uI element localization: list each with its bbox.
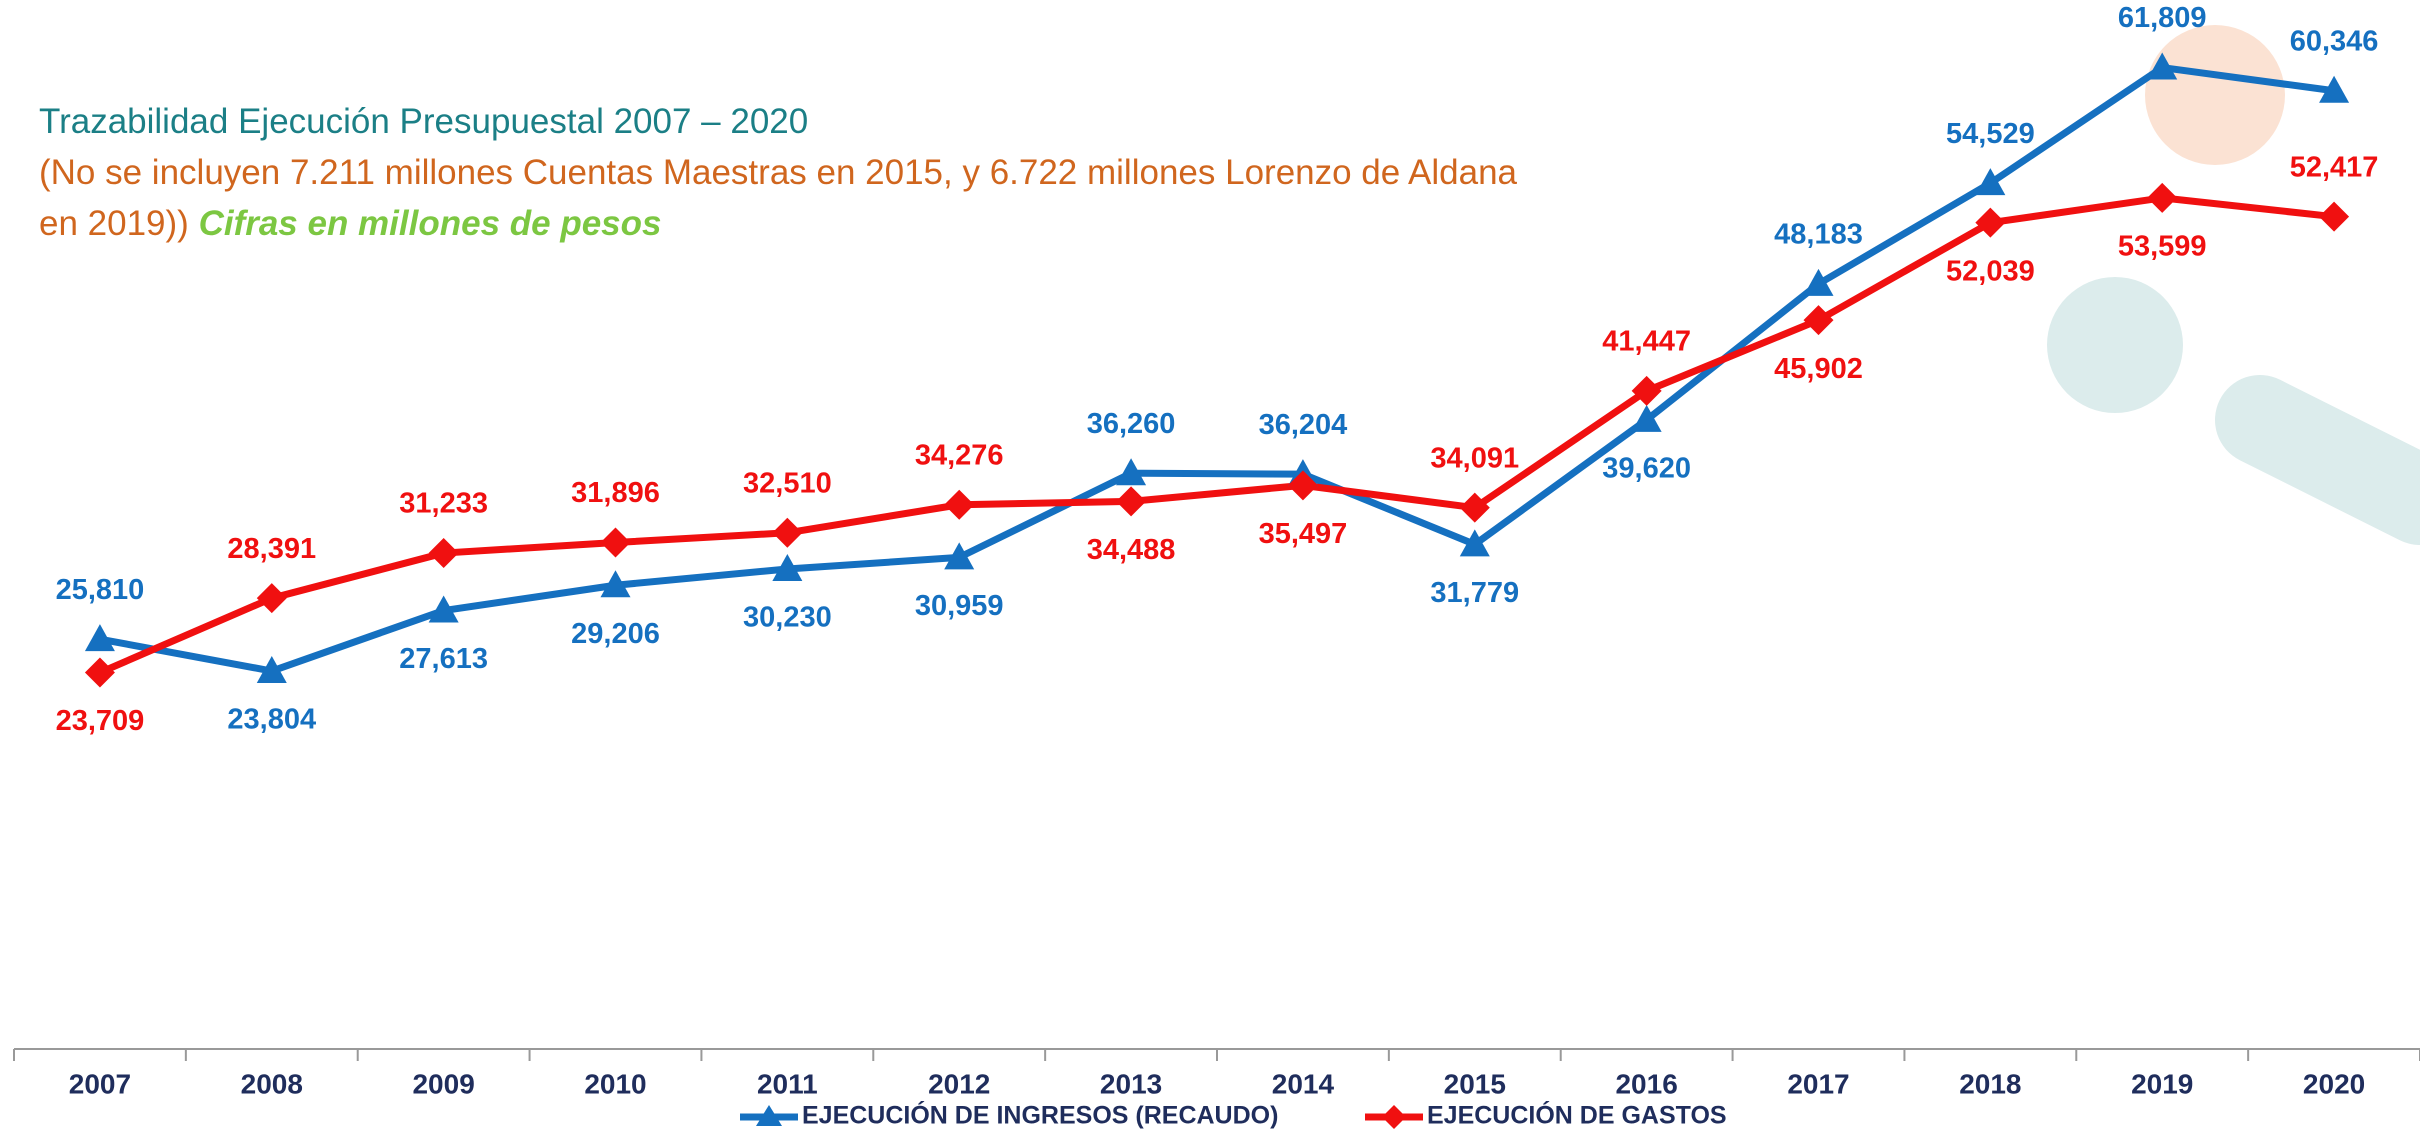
decor (2047, 277, 2183, 413)
x-tick-label: 2014 (1272, 1068, 1335, 1099)
data-label: 34,488 (1087, 534, 1176, 566)
x-tick-label: 2009 (412, 1068, 474, 1099)
x-tick-label: 2018 (1959, 1068, 2021, 1099)
legend-label: EJECUCIÓN DE INGRESOS (RECAUDO) (802, 1100, 1278, 1130)
x-tick-label: 2016 (1615, 1068, 1677, 1099)
marker (1975, 208, 2005, 238)
header: Trazabilidad Ejecución Presupuestal 2007… (39, 96, 1539, 249)
data-label: 28,391 (227, 533, 316, 565)
data-label: 53,599 (2118, 231, 2207, 263)
data-label: 34,276 (915, 439, 1004, 471)
data-label: 61,809 (2118, 2, 2207, 34)
marker (429, 538, 459, 568)
chart-title: Trazabilidad Ejecución Presupuestal 2007… (39, 96, 1539, 147)
data-label: 31,896 (571, 477, 660, 509)
data-label: 36,260 (1087, 408, 1176, 440)
data-label: 27,613 (399, 643, 488, 675)
data-label: 30,230 (743, 602, 832, 634)
legend-label: EJECUCIÓN DE GASTOS (1427, 1100, 1727, 1130)
data-label: 29,206 (571, 618, 660, 650)
data-label: 52,417 (2290, 151, 2379, 183)
data-label: 36,204 (1259, 409, 1348, 441)
data-label: 23,709 (56, 705, 145, 737)
marker (2319, 202, 2349, 232)
x-tick-label: 2019 (2131, 1068, 2193, 1099)
x-tick-label: 2007 (69, 1068, 131, 1099)
data-label: 35,497 (1259, 518, 1348, 550)
data-label: 31,233 (399, 488, 488, 520)
data-label: 54,529 (1946, 118, 2035, 150)
data-label: 60,346 (2290, 25, 2379, 57)
data-label: 32,510 (743, 467, 832, 499)
x-tick-label: 2008 (241, 1068, 303, 1099)
data-label: 31,779 (1430, 577, 1519, 609)
legend-marker (1382, 1105, 1406, 1129)
x-tick-label: 2012 (928, 1068, 990, 1099)
marker (2147, 183, 2177, 213)
data-label: 23,804 (227, 704, 316, 736)
x-tick-label: 2017 (1787, 1068, 1849, 1099)
data-label: 34,091 (1430, 442, 1519, 474)
data-label: 41,447 (1602, 326, 1691, 358)
marker (257, 583, 287, 613)
x-tick-label: 2015 (1444, 1068, 1506, 1099)
x-tick-label: 2013 (1100, 1068, 1162, 1099)
decor (2260, 420, 2420, 500)
decor (2145, 25, 2285, 165)
x-tick-label: 2020 (2303, 1068, 2365, 1099)
page: 2007 2008 2009 2010 2011 2012 2013 2014 2015 2016… (0, 0, 2420, 1138)
data-label: 48,183 (1774, 219, 1863, 251)
marker (601, 528, 631, 558)
data-label: 45,902 (1774, 353, 1863, 385)
data-label: 39,620 (1602, 453, 1691, 485)
data-label: 30,959 (915, 590, 1004, 622)
marker (1804, 269, 1834, 296)
marker (85, 658, 115, 688)
marker (772, 518, 802, 548)
chart-note: Cifras en millones de pesos (199, 204, 662, 243)
marker (1116, 486, 1146, 516)
x-tick-label: 2010 (584, 1068, 646, 1099)
x-tick-label: 2011 (757, 1068, 818, 1099)
marker (944, 490, 974, 520)
data-label: 25,810 (56, 574, 145, 606)
data-label: 52,039 (1946, 255, 2035, 287)
marker (1804, 305, 1834, 335)
